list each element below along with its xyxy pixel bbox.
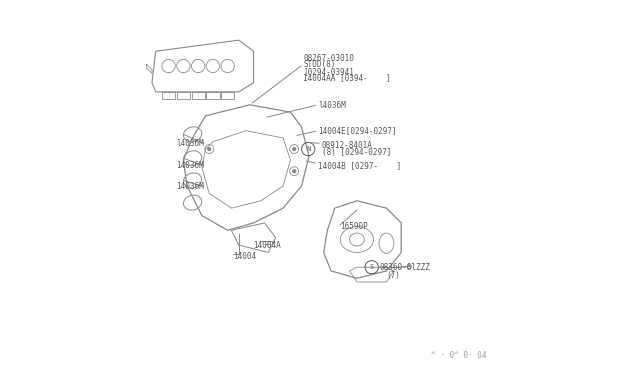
Text: STUD(8): STUD(8) bbox=[303, 60, 336, 70]
Text: N: N bbox=[306, 146, 310, 152]
Text: 08360-6lZZZ: 08360-6lZZZ bbox=[379, 263, 430, 272]
Text: (8) [0294-0297]: (8) [0294-0297] bbox=[322, 148, 391, 157]
Text: 08267-03010: 08267-03010 bbox=[303, 54, 355, 63]
Text: 14004A: 14004A bbox=[253, 241, 280, 250]
Text: 08912-8401A: 08912-8401A bbox=[322, 141, 372, 150]
Bar bbox=[221, 92, 234, 99]
Text: 14004: 14004 bbox=[233, 251, 257, 261]
Text: ^ · 0^ 0· 04: ^ · 0^ 0· 04 bbox=[431, 350, 486, 359]
Bar bbox=[177, 92, 190, 99]
Bar bbox=[162, 92, 175, 99]
Text: 14004B [0297-    ]: 14004B [0297- ] bbox=[318, 161, 401, 170]
Text: 14036M: 14036M bbox=[176, 182, 204, 191]
Text: 14036M: 14036M bbox=[176, 161, 204, 170]
Text: l4036M: l4036M bbox=[318, 101, 346, 110]
Text: 16590P: 16590P bbox=[340, 222, 368, 231]
Text: S: S bbox=[369, 264, 374, 270]
Circle shape bbox=[207, 147, 211, 151]
Bar bbox=[191, 92, 205, 99]
Text: l4036M: l4036M bbox=[176, 139, 204, 148]
Text: [0294-0394]: [0294-0394] bbox=[303, 67, 355, 76]
Circle shape bbox=[292, 147, 296, 151]
Circle shape bbox=[292, 169, 296, 173]
Text: 14004E[0294-0297]: 14004E[0294-0297] bbox=[318, 126, 397, 135]
Bar bbox=[206, 92, 220, 99]
Text: (7): (7) bbox=[387, 271, 401, 280]
Text: 14004AA [0394-    ]: 14004AA [0394- ] bbox=[303, 73, 391, 82]
